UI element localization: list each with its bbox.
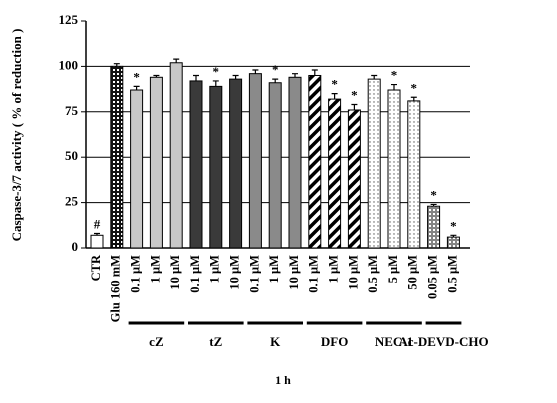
bar: [367, 78, 381, 249]
x-tick-label: 0.05 µM: [425, 255, 439, 299]
significance-mark: *: [411, 80, 418, 95]
y-tick-label: 25: [65, 194, 79, 209]
x-axis-label: 1 h: [275, 373, 291, 387]
group-label: cZ: [149, 334, 164, 349]
significance-mark: #: [94, 216, 101, 231]
significance-mark: *: [391, 68, 398, 83]
x-tick-label: 5 µM: [386, 255, 400, 284]
y-axis-label: Caspase-3/7 activity ( % of reduction ): [9, 29, 24, 242]
bar: [189, 80, 203, 249]
group-label: K: [270, 334, 281, 349]
x-tick-label: 0.1 µM: [188, 255, 202, 293]
bar: [248, 73, 262, 249]
bar: [446, 236, 460, 249]
y-tick-label: 75: [65, 103, 79, 118]
y-tick-label: 100: [59, 57, 79, 72]
error-bar: [292, 73, 298, 78]
y-tick-label: 125: [59, 12, 79, 27]
error-bar: [113, 63, 120, 67]
error-bar: [430, 203, 437, 207]
bar: [229, 78, 243, 249]
error-bar: [391, 83, 397, 91]
x-tick-label: 1 µM: [208, 255, 222, 284]
error-bar: [272, 78, 279, 83]
error-bar: [232, 74, 239, 80]
error-bar: [94, 232, 100, 236]
error-bar: [450, 234, 457, 238]
x-tick-label: 0.1 µM: [128, 255, 142, 293]
bar: [347, 109, 361, 249]
bar: [130, 89, 144, 249]
bar: [169, 62, 183, 249]
x-tick-label: 10 µM: [168, 255, 182, 290]
x-tick-label: 0.5 µM: [445, 255, 459, 293]
x-tick-label: 1 µM: [326, 255, 340, 284]
significance-mark: *: [272, 62, 279, 77]
bar: [427, 205, 441, 249]
bar: [90, 234, 104, 249]
x-tick-label: 50 µM: [406, 255, 420, 290]
bar: [110, 65, 124, 249]
significance-mark: *: [331, 77, 338, 92]
significance-mark: *: [133, 69, 140, 84]
bar: [209, 85, 223, 249]
error-bar: [173, 58, 180, 63]
x-tick-label: CTR: [89, 254, 103, 281]
significance-mark: *: [351, 88, 358, 103]
x-tick-label: 10 µM: [287, 255, 301, 290]
y-tick-label: 0: [72, 239, 79, 254]
group-label: tZ: [209, 334, 222, 349]
bar: [407, 100, 421, 249]
group-label: Ac-DEVD-CHO: [398, 334, 488, 349]
bar: [308, 74, 322, 249]
bar: [387, 89, 401, 249]
x-tick-label: 0.1 µM: [307, 255, 321, 293]
error-bar: [351, 103, 358, 110]
error-bar: [252, 69, 259, 74]
error-bar: [410, 96, 417, 101]
group-label: NEC-1: [375, 334, 413, 349]
bar: [288, 76, 302, 249]
bar: [328, 98, 342, 249]
significance-mark: *: [450, 218, 457, 233]
error-bar: [193, 74, 199, 81]
error-bar: [153, 74, 160, 78]
bar: [149, 76, 163, 249]
y-tick-label: 50: [65, 148, 78, 163]
significance-mark: *: [213, 64, 220, 79]
x-tick-label: 10 µM: [346, 255, 360, 290]
x-tick-label: 0.5 µM: [366, 255, 380, 293]
error-bar: [331, 93, 338, 100]
x-tick-label: 0.1 µM: [247, 255, 261, 293]
significance-mark: *: [430, 187, 437, 202]
x-tick-label: 10 µM: [227, 255, 241, 290]
error-bar: [212, 80, 219, 87]
error-bar: [133, 85, 140, 91]
error-bar: [311, 69, 318, 76]
x-tick-label: Glu 160 mM: [109, 255, 123, 323]
bar: [268, 82, 282, 249]
x-tick-label: 1 µM: [267, 255, 281, 284]
x-tick-label: 1 µM: [148, 255, 162, 284]
error-bar: [371, 74, 378, 80]
group-label: DFO: [321, 334, 348, 349]
